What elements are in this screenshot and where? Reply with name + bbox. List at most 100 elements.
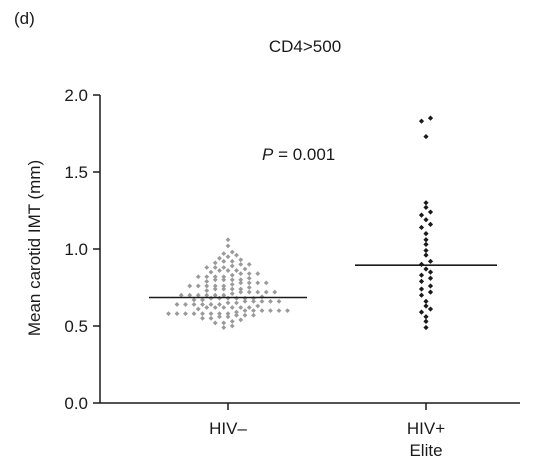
hiv-positive-point bbox=[423, 324, 429, 331]
hiv-negative-point bbox=[238, 289, 244, 295]
hiv-negative-point bbox=[242, 308, 248, 313]
hiv-negative-point bbox=[234, 309, 239, 315]
hiv-negative-point bbox=[242, 312, 248, 318]
y-tick-label: 1.5 bbox=[64, 163, 88, 182]
hiv-negative-point bbox=[191, 311, 197, 317]
hiv-negative-point bbox=[178, 292, 184, 298]
hiv-negative-point bbox=[251, 298, 256, 304]
hiv-negative-point bbox=[191, 297, 197, 303]
hiv-negative-point bbox=[217, 302, 222, 307]
hiv-negative-point bbox=[238, 262, 244, 267]
hiv-negative-point bbox=[229, 249, 235, 255]
hiv-negative-point bbox=[225, 237, 231, 243]
hiv-negative-point bbox=[259, 298, 265, 304]
hiv-positive-point bbox=[423, 204, 429, 211]
hiv-negative-point bbox=[251, 308, 256, 313]
hiv-positive-point bbox=[423, 241, 429, 247]
p-value-annotation: P = 0.001 bbox=[262, 145, 335, 164]
hiv-negative-point bbox=[204, 274, 210, 280]
hiv-negative-point bbox=[217, 314, 222, 320]
hiv-positive-point bbox=[423, 318, 429, 324]
hiv-positive-point bbox=[427, 221, 434, 227]
p-value-symbol: P bbox=[262, 145, 274, 164]
hiv-negative-point bbox=[229, 291, 235, 297]
hiv-negative-point bbox=[208, 311, 214, 317]
hiv-negative-point bbox=[204, 288, 210, 293]
hiv-negative-point bbox=[229, 286, 235, 292]
hiv-negative-point bbox=[221, 320, 227, 326]
hiv-negative-point bbox=[255, 280, 261, 286]
y-tick-label: 2.0 bbox=[64, 86, 88, 105]
hiv-negative-point bbox=[229, 305, 235, 310]
hiv-negative-point bbox=[225, 300, 231, 306]
hiv-negative-point bbox=[246, 305, 252, 310]
hiv-negative-point bbox=[238, 280, 244, 286]
hiv-negative-point bbox=[272, 289, 278, 295]
hiv-negative-point bbox=[238, 257, 244, 263]
hiv-negative-point bbox=[221, 258, 227, 264]
hiv-negative-point bbox=[221, 283, 227, 289]
x-tick-sublabel: Elite bbox=[409, 441, 442, 460]
hiv-positive-point bbox=[423, 247, 429, 254]
x-tick-label: HIV+ bbox=[407, 419, 445, 438]
hiv-positive-point bbox=[423, 298, 429, 304]
median-lines bbox=[149, 264, 497, 299]
hiv-negative-point bbox=[268, 308, 273, 313]
hiv-positive-point bbox=[423, 133, 429, 140]
hiv-positive-point bbox=[427, 275, 434, 281]
hiv-negative-point bbox=[285, 308, 290, 313]
hiv-positive-point bbox=[427, 289, 434, 295]
hiv-negative-point bbox=[204, 278, 210, 284]
hiv-negative-point bbox=[212, 286, 218, 292]
hiv-negative-point bbox=[229, 263, 235, 269]
hiv-negative-point bbox=[195, 274, 201, 280]
hiv-negative-point bbox=[195, 306, 201, 312]
hiv-negative-point bbox=[221, 274, 227, 280]
hiv-negative-point bbox=[204, 305, 210, 310]
hiv-negative-point bbox=[221, 265, 227, 270]
hiv-negative-point bbox=[174, 302, 180, 307]
hiv-negative-point bbox=[212, 320, 218, 326]
hiv-negative-point bbox=[217, 255, 222, 261]
hiv-negative-point bbox=[200, 315, 205, 321]
hiv-positive-point bbox=[423, 237, 429, 243]
y-ticks: 0.0 0.5 1.0 1.5 2.0 bbox=[64, 86, 100, 413]
hiv-negative-point bbox=[208, 269, 214, 275]
hiv-negative-point bbox=[195, 292, 201, 298]
hiv-negative-point bbox=[229, 318, 235, 324]
hiv-negative-point bbox=[234, 268, 239, 273]
hiv-negative-point bbox=[234, 312, 239, 318]
p-value-rest: = 0.001 bbox=[273, 145, 335, 164]
hiv-negative-point bbox=[221, 325, 227, 330]
y-axis-label: Mean carotid IMT (mm) bbox=[25, 160, 44, 336]
hiv-negative-point bbox=[200, 311, 205, 317]
hiv-negative-point bbox=[229, 272, 235, 278]
hiv-negative-point bbox=[208, 302, 214, 307]
hiv-negative-point bbox=[225, 243, 231, 249]
hiv-negative-point bbox=[238, 317, 244, 323]
hiv-negative-point bbox=[217, 311, 222, 317]
hiv-positive-point bbox=[427, 209, 434, 215]
hiv-negative-point bbox=[191, 302, 197, 307]
hiv-negative-point bbox=[246, 275, 252, 281]
hiv-negative-point bbox=[276, 298, 282, 304]
hiv-negative-point bbox=[204, 292, 210, 298]
hiv-positive-point bbox=[427, 283, 434, 289]
hiv-negative-point bbox=[242, 266, 248, 272]
hiv-negative-point bbox=[255, 289, 261, 295]
hiv-negative-point bbox=[174, 311, 180, 317]
y-tick-label: 1.0 bbox=[64, 240, 88, 259]
hiv-positive-point bbox=[423, 200, 429, 206]
hiv-positive-point bbox=[418, 224, 425, 231]
hiv-negative-point bbox=[183, 302, 188, 307]
hiv-negative-point bbox=[200, 302, 205, 307]
x-tick-label: HIV– bbox=[209, 419, 247, 438]
hiv-negative-point bbox=[183, 311, 188, 317]
hiv-negative-point bbox=[195, 283, 201, 289]
hiv-negative-point bbox=[229, 277, 235, 283]
hiv-negative-point bbox=[242, 298, 248, 304]
hiv-negative-point bbox=[276, 308, 282, 313]
hiv-negative-point bbox=[208, 315, 214, 321]
hiv-negative-point bbox=[187, 292, 193, 298]
